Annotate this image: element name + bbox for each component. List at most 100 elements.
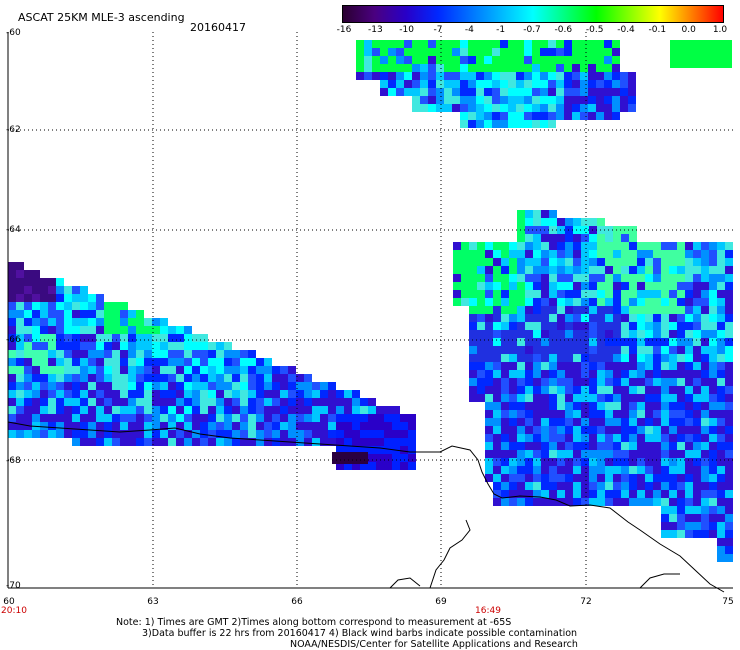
data-cell bbox=[533, 298, 541, 306]
data-cell bbox=[56, 350, 64, 358]
data-cell bbox=[80, 334, 88, 342]
data-cell bbox=[701, 434, 709, 442]
data-cell bbox=[573, 346, 581, 354]
data-cell bbox=[96, 366, 104, 374]
data-cell bbox=[685, 426, 693, 434]
data-cell bbox=[685, 274, 693, 282]
data-cell bbox=[16, 270, 24, 278]
data-cell bbox=[144, 366, 152, 374]
data-cell bbox=[605, 242, 613, 250]
data-cell bbox=[288, 366, 296, 374]
data-cell bbox=[112, 374, 120, 382]
data-cell bbox=[669, 450, 677, 458]
data-cell bbox=[32, 374, 40, 382]
data-cell bbox=[485, 314, 493, 322]
data-cell bbox=[693, 370, 701, 378]
data-cell bbox=[557, 314, 565, 322]
data-cell bbox=[597, 394, 605, 402]
data-cell bbox=[256, 382, 264, 390]
data-cell bbox=[216, 374, 224, 382]
data-cell bbox=[120, 438, 128, 446]
data-cell bbox=[549, 442, 557, 450]
data-cell bbox=[216, 422, 224, 430]
data-cell bbox=[48, 382, 56, 390]
data-cell bbox=[485, 306, 493, 314]
data-cell bbox=[240, 374, 248, 382]
data-cell bbox=[460, 120, 468, 128]
data-cell bbox=[453, 250, 461, 258]
data-cell bbox=[580, 40, 588, 48]
data-cell bbox=[112, 358, 120, 366]
lat-label: -60 bbox=[6, 28, 21, 38]
data-cell bbox=[128, 366, 136, 374]
data-cell bbox=[224, 366, 232, 374]
data-cell bbox=[549, 466, 557, 474]
data-cell bbox=[717, 362, 725, 370]
data-cell bbox=[428, 104, 436, 112]
data-cell bbox=[509, 402, 517, 410]
data-cell bbox=[24, 398, 32, 406]
data-cell bbox=[573, 338, 581, 346]
data-cell bbox=[453, 290, 461, 298]
data-cell bbox=[725, 386, 733, 394]
data-cell bbox=[32, 350, 40, 358]
data-cell bbox=[420, 64, 428, 72]
data-cell bbox=[24, 366, 32, 374]
data-cell bbox=[597, 450, 605, 458]
data-cell bbox=[597, 282, 605, 290]
data-cell bbox=[541, 378, 549, 386]
data-cell bbox=[533, 274, 541, 282]
data-cell bbox=[72, 310, 80, 318]
lat-label: -62 bbox=[6, 125, 21, 135]
data-cell bbox=[524, 120, 532, 128]
data-cell bbox=[701, 346, 709, 354]
data-cell bbox=[8, 406, 16, 414]
data-cell bbox=[88, 366, 96, 374]
data-cell bbox=[669, 282, 677, 290]
data-cell bbox=[612, 104, 620, 112]
data-cell bbox=[541, 218, 549, 226]
lon-label: 60 bbox=[3, 597, 15, 607]
data-cell bbox=[485, 458, 493, 466]
colorbar-tick-label: -0.7 bbox=[523, 25, 541, 35]
data-cell bbox=[80, 390, 88, 398]
data-cell bbox=[548, 120, 556, 128]
data-cell bbox=[392, 454, 400, 462]
data-cell bbox=[376, 462, 384, 470]
data-cell bbox=[540, 88, 548, 96]
data-cell bbox=[469, 290, 477, 298]
data-cell bbox=[637, 298, 645, 306]
data-cell bbox=[524, 64, 532, 72]
data-cell bbox=[685, 490, 693, 498]
data-cell bbox=[469, 330, 477, 338]
data-cell bbox=[653, 242, 661, 250]
data-cell bbox=[717, 338, 725, 346]
data-cell bbox=[500, 96, 508, 104]
data-cell bbox=[24, 350, 32, 358]
data-cell bbox=[613, 394, 621, 402]
data-cell bbox=[72, 438, 80, 446]
data-cell bbox=[72, 374, 80, 382]
data-cell bbox=[693, 258, 701, 266]
data-cell bbox=[701, 298, 709, 306]
data-cell bbox=[104, 430, 112, 438]
data-cell bbox=[16, 302, 24, 310]
data-cell bbox=[264, 366, 272, 374]
data-cell bbox=[597, 322, 605, 330]
data-cell bbox=[556, 48, 564, 56]
data-cell bbox=[564, 104, 572, 112]
data-cell bbox=[709, 258, 717, 266]
data-cell bbox=[653, 250, 661, 258]
data-cell bbox=[493, 402, 501, 410]
data-cell bbox=[152, 318, 160, 326]
data-cell bbox=[400, 430, 408, 438]
data-cell bbox=[725, 258, 733, 266]
data-cell bbox=[573, 402, 581, 410]
data-cell bbox=[565, 442, 573, 450]
data-cell bbox=[88, 350, 96, 358]
data-cell bbox=[24, 374, 32, 382]
data-cell bbox=[573, 386, 581, 394]
data-cell bbox=[669, 354, 677, 362]
data-cell bbox=[661, 298, 669, 306]
data-cell bbox=[40, 318, 48, 326]
